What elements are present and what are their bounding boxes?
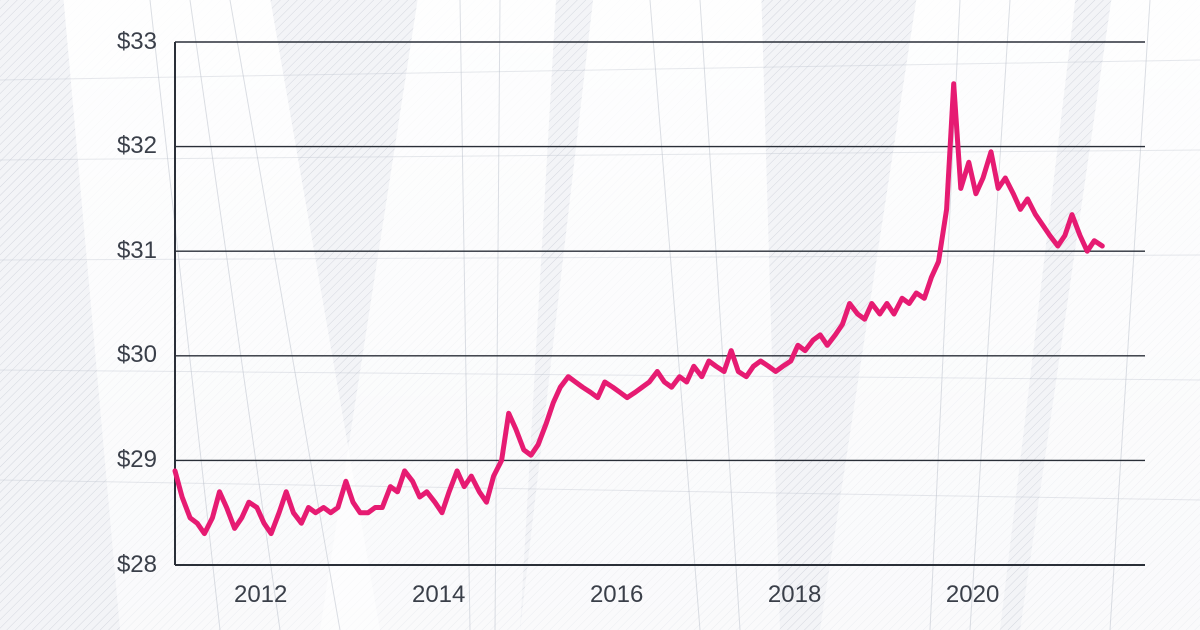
- x-tick-label: 2014: [412, 581, 465, 609]
- x-tick-label: 2018: [768, 581, 821, 609]
- chart-canvas: $28 $29 $30 $31 $32 $33 2012 2014 2016 2018 2020: [0, 0, 1200, 630]
- data-series-line: [175, 84, 1102, 534]
- line-chart: [0, 0, 1200, 630]
- axes: [175, 42, 1145, 565]
- x-tick-label: 2020: [946, 581, 999, 609]
- gridlines: [175, 42, 1145, 565]
- y-tick-label: $32: [117, 132, 157, 160]
- y-tick-label: $29: [117, 446, 157, 474]
- x-tick-label: 2016: [590, 581, 643, 609]
- y-tick-label: $28: [117, 551, 157, 579]
- y-tick-label: $31: [117, 237, 157, 265]
- y-tick-label: $30: [117, 341, 157, 369]
- x-tick-label: 2012: [234, 581, 287, 609]
- y-tick-label: $33: [117, 28, 157, 56]
